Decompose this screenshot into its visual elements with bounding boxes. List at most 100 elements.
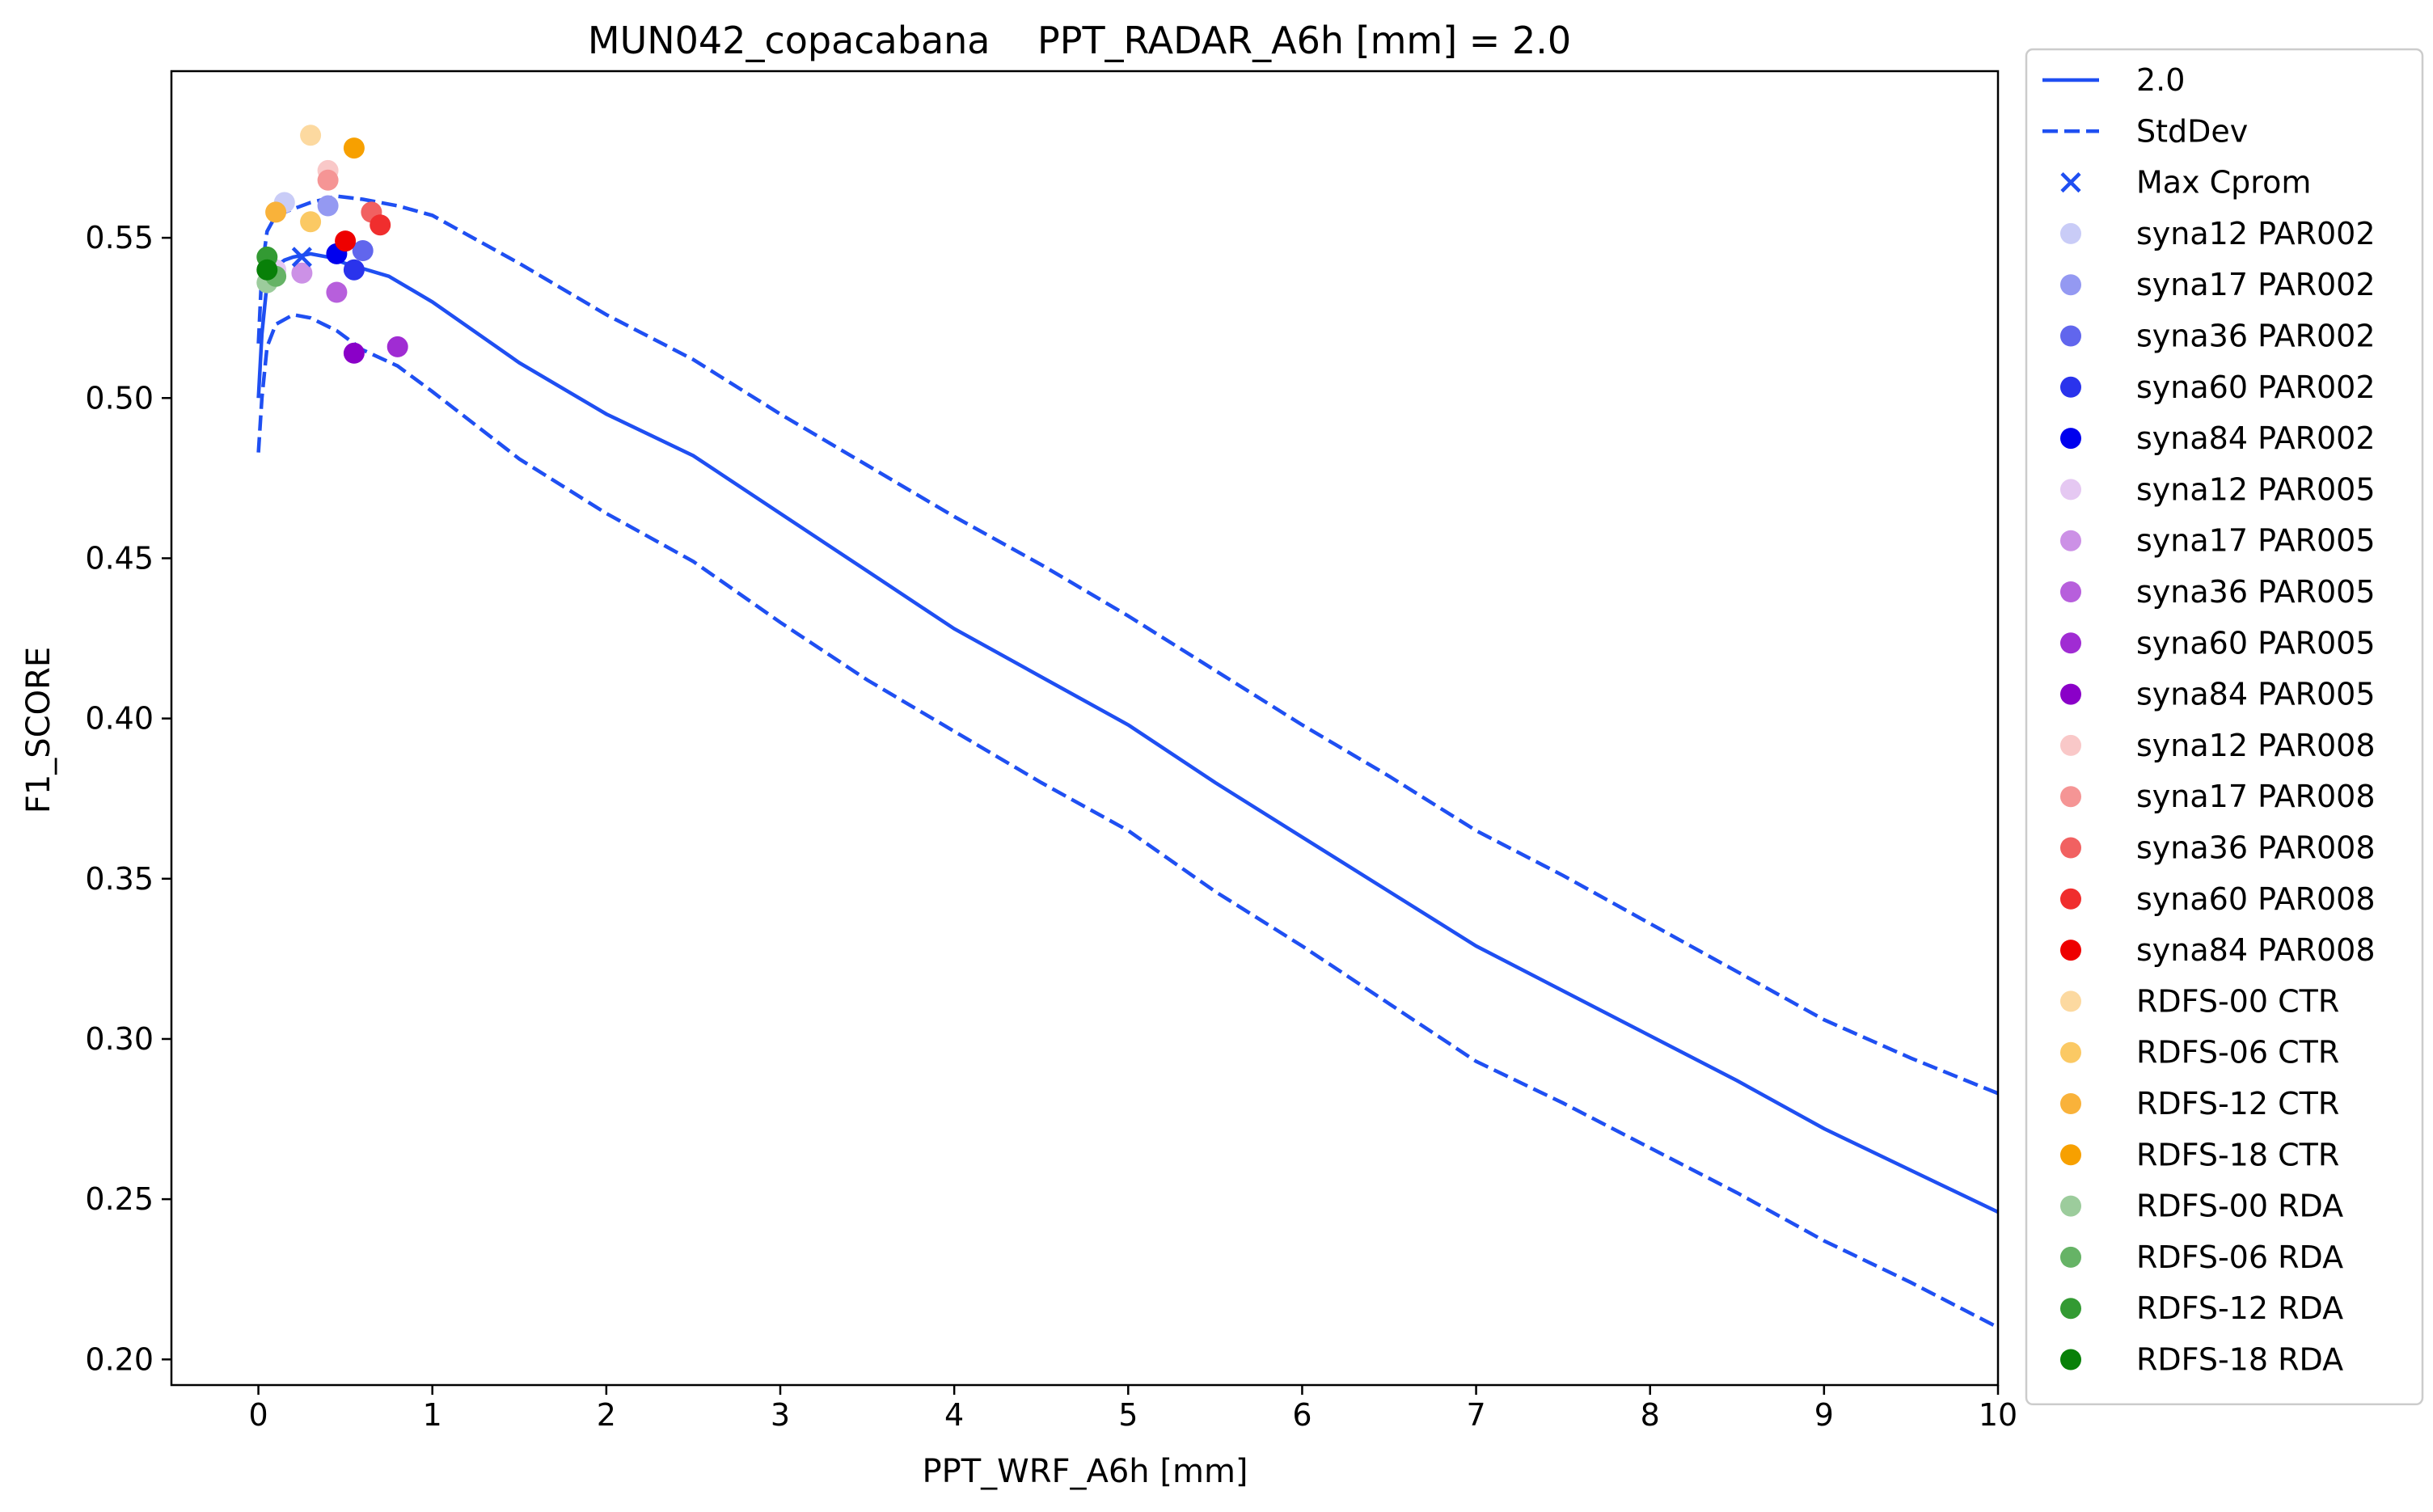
legend-entry-24: RDFS-12 RDA bbox=[2060, 1290, 2343, 1326]
legend-label: 2.0 bbox=[2136, 62, 2185, 98]
legend-box bbox=[2025, 48, 2424, 1406]
legend-entry-14: syna17 PAR008 bbox=[2060, 779, 2376, 814]
legend-entry-8: syna12 PAR005 bbox=[2060, 471, 2376, 507]
scatter-point-16 bbox=[300, 211, 322, 233]
legend-entry-4: syna17 PAR002 bbox=[2060, 267, 2376, 302]
series-line-stddev-upper bbox=[256, 194, 1999, 1096]
x-tick-label-4: 4 bbox=[944, 1397, 964, 1433]
y-tick-label-6: 0.50 bbox=[85, 380, 154, 416]
y-tick-label-1: 0.25 bbox=[85, 1181, 154, 1217]
legend-label: RDFS-00 CTR bbox=[2136, 983, 2339, 1019]
legend-label: syna36 PAR005 bbox=[2136, 574, 2376, 610]
y-axis-title: F1_SCORE bbox=[20, 647, 57, 813]
legend-dot-icon bbox=[2060, 632, 2081, 654]
scatter-point-14 bbox=[335, 230, 357, 252]
legend-label: syna17 PAR002 bbox=[2136, 267, 2376, 302]
legend-entry-18: RDFS-00 CTR bbox=[2060, 983, 2339, 1019]
legend-label: syna60 PAR002 bbox=[2136, 370, 2376, 405]
legend-dot-icon bbox=[2060, 888, 2081, 910]
x-tick-label-8: 8 bbox=[1641, 1397, 1660, 1433]
scatter-point-22 bbox=[256, 259, 278, 281]
legend-label: syna17 PAR008 bbox=[2136, 779, 2376, 814]
x-tick-label-5: 5 bbox=[1118, 1397, 1138, 1433]
legend-entry-9: syna17 PAR005 bbox=[2060, 523, 2376, 559]
legend-dot-icon bbox=[2060, 786, 2081, 808]
x-tick-label-0: 0 bbox=[248, 1397, 268, 1433]
series-line-mean bbox=[256, 251, 1999, 1214]
x-tick-label-7: 7 bbox=[1466, 1397, 1485, 1433]
x-tick-label-3: 3 bbox=[771, 1397, 790, 1433]
scatter-point-17 bbox=[265, 201, 287, 223]
legend-entry-22: RDFS-00 RDA bbox=[2060, 1189, 2343, 1224]
legend-label: syna84 PAR008 bbox=[2136, 932, 2376, 968]
scatter-point-13 bbox=[370, 214, 391, 236]
scatter-point-7 bbox=[326, 281, 348, 303]
legend-entry-25: RDFS-18 RDA bbox=[2060, 1342, 2343, 1378]
legend-entry-1: StdDev bbox=[2042, 113, 2248, 149]
legend-label: syna60 PAR005 bbox=[2136, 625, 2376, 661]
legend-dot-icon bbox=[2060, 683, 2081, 705]
legend-entry-5: syna36 PAR002 bbox=[2060, 319, 2376, 354]
legend-entry-7: syna84 PAR002 bbox=[2060, 420, 2376, 456]
legend-label: syna36 PAR002 bbox=[2136, 319, 2376, 354]
x-axis-title: PPT_WRF_A6h [mm] bbox=[922, 1453, 1248, 1490]
scatter-point-1 bbox=[317, 195, 339, 217]
legend-dot-icon bbox=[2060, 1041, 2081, 1063]
legend-entry-15: syna36 PAR008 bbox=[2060, 830, 2376, 866]
legend-label: RDFS-06 CTR bbox=[2136, 1035, 2339, 1071]
y-tick-label-4: 0.40 bbox=[85, 701, 154, 737]
legend-entry-20: RDFS-12 CTR bbox=[2060, 1086, 2339, 1121]
y-tick-label-0: 0.20 bbox=[85, 1341, 154, 1377]
y-tick-label-2: 0.30 bbox=[85, 1021, 154, 1057]
chart-title: MUN042_copacabana PPT_RADAR_A6h [mm] = 2… bbox=[588, 19, 1571, 62]
scatter-point-18 bbox=[343, 137, 365, 159]
legend-dot-icon bbox=[2060, 581, 2081, 602]
x-tick-label-6: 6 bbox=[1292, 1397, 1312, 1433]
legend-label: syna84 PAR002 bbox=[2136, 420, 2376, 456]
x-axis: 0 1 2 3 4 5 6 7 8 9 10 bbox=[248, 1385, 2017, 1433]
legend-dot-icon bbox=[2060, 940, 2081, 961]
plot-area bbox=[256, 125, 2000, 1329]
legend-dot-icon bbox=[2060, 479, 2081, 500]
x-tick-label-2: 2 bbox=[597, 1397, 616, 1433]
legend-dot-icon bbox=[2060, 1246, 2081, 1268]
scatter-point-6 bbox=[291, 262, 313, 284]
legend-dot-icon bbox=[2060, 274, 2081, 296]
legend-x-icon bbox=[2060, 172, 2081, 193]
y-tick-label-3: 0.35 bbox=[85, 861, 154, 897]
legend-label: RDFS-18 RDA bbox=[2136, 1342, 2343, 1378]
legend-label: Max Cprom bbox=[2136, 165, 2311, 201]
legend-label: syna60 PAR008 bbox=[2136, 881, 2376, 917]
legend-label: RDFS-06 RDA bbox=[2136, 1240, 2343, 1275]
legend: 2.0 StdDev Max Cprom syna12 PAR002 syna17 PA… bbox=[2025, 48, 2424, 1406]
y-tick-label-7: 0.55 bbox=[85, 220, 154, 256]
legend-dot-icon bbox=[2060, 1093, 2081, 1114]
legend-dot-icon bbox=[2060, 1195, 2081, 1217]
scatter-point-3 bbox=[343, 259, 365, 281]
legend-dot-icon bbox=[2060, 734, 2081, 756]
legend-label: RDFS-12 CTR bbox=[2136, 1086, 2339, 1121]
legend-entry-12: syna84 PAR005 bbox=[2060, 677, 2376, 712]
legend-dot-icon bbox=[2060, 1349, 2081, 1371]
legend-entry-2: Max Cprom bbox=[2060, 165, 2311, 201]
legend-dot-icon bbox=[2060, 990, 2081, 1012]
x-tick-label-1: 1 bbox=[423, 1397, 442, 1433]
legend-label: syna17 PAR005 bbox=[2136, 523, 2376, 559]
legend-label: syna84 PAR005 bbox=[2136, 677, 2376, 712]
legend-label: syna12 PAR008 bbox=[2136, 728, 2376, 763]
scatter-point-2 bbox=[352, 240, 374, 261]
legend-dot-icon bbox=[2060, 1144, 2081, 1166]
legend-entry-11: syna60 PAR005 bbox=[2060, 625, 2376, 661]
legend-dot-icon bbox=[2060, 837, 2081, 859]
x-tick-label-10: 10 bbox=[1979, 1397, 2017, 1433]
legend-label: StdDev bbox=[2136, 113, 2248, 149]
legend-entry-19: RDFS-06 CTR bbox=[2060, 1035, 2339, 1071]
y-tick-label-5: 0.45 bbox=[85, 540, 154, 576]
series-line-stddev-lower bbox=[256, 312, 2000, 1329]
legend-label: RDFS-12 RDA bbox=[2136, 1290, 2343, 1326]
legend-entry-21: RDFS-18 CTR bbox=[2060, 1137, 2339, 1172]
legend-label: RDFS-00 RDA bbox=[2136, 1189, 2343, 1224]
y-axis: 0.20 0.25 0.30 0.35 0.40 0.45 0.50 0.55 bbox=[85, 220, 171, 1377]
scatter-point-8 bbox=[386, 336, 408, 357]
